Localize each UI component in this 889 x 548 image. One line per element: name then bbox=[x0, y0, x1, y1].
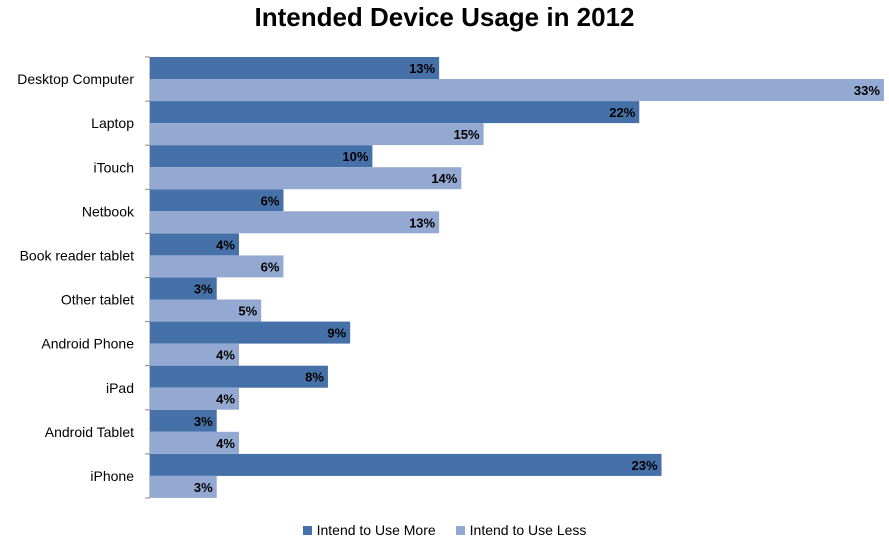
data-label: 3% bbox=[194, 282, 213, 297]
data-label: 4% bbox=[216, 237, 235, 252]
legend-label: Intend to Use More bbox=[316, 522, 436, 538]
bar bbox=[150, 145, 373, 168]
data-label: 6% bbox=[261, 259, 280, 274]
bar bbox=[150, 255, 284, 278]
data-label: 9% bbox=[327, 326, 346, 341]
data-label: 3% bbox=[194, 414, 213, 429]
bar bbox=[150, 475, 217, 498]
data-label: 10% bbox=[342, 149, 368, 164]
bar bbox=[150, 101, 640, 124]
bar bbox=[150, 453, 662, 476]
category-label: iPhone bbox=[90, 468, 134, 484]
data-label: 4% bbox=[216, 348, 235, 363]
data-label: 6% bbox=[261, 193, 280, 208]
data-label: 8% bbox=[305, 370, 324, 385]
legend-item: Intend to Use More bbox=[302, 522, 436, 538]
category-label: Other tablet bbox=[61, 292, 134, 308]
bar bbox=[150, 343, 239, 366]
category-label: iTouch bbox=[94, 159, 134, 175]
bar bbox=[150, 409, 217, 432]
bar bbox=[150, 277, 217, 300]
category-label: Laptop bbox=[91, 115, 134, 131]
category-label: Android Phone bbox=[41, 336, 134, 352]
bar bbox=[150, 189, 284, 212]
category-label: iPad bbox=[106, 380, 134, 396]
data-label: 23% bbox=[631, 458, 657, 473]
bar bbox=[150, 167, 462, 190]
category-label: Book reader tablet bbox=[20, 247, 135, 263]
category-label: Netbook bbox=[82, 203, 135, 219]
chart-title: Intended Device Usage in 2012 bbox=[254, 2, 635, 32]
data-label: 22% bbox=[609, 105, 635, 120]
bar bbox=[150, 57, 440, 79]
legend: Intend to Use More Intend to Use Less bbox=[0, 522, 889, 538]
category-label: Android Tablet bbox=[45, 424, 134, 440]
bar bbox=[150, 299, 262, 322]
legend-label: Intend to Use Less bbox=[469, 522, 587, 538]
bar bbox=[150, 123, 484, 146]
data-label: 5% bbox=[238, 304, 257, 319]
legend-swatch bbox=[455, 525, 465, 535]
data-label: 13% bbox=[409, 215, 435, 230]
data-label: 4% bbox=[216, 392, 235, 407]
bar bbox=[150, 211, 440, 234]
bar bbox=[150, 431, 239, 454]
bar bbox=[150, 365, 328, 388]
legend-item: Intend to Use Less bbox=[455, 522, 587, 538]
bar bbox=[150, 79, 884, 101]
category-label: Desktop Computer bbox=[17, 71, 134, 87]
data-label: 15% bbox=[454, 127, 480, 142]
bar bbox=[150, 321, 351, 344]
data-label: 13% bbox=[409, 61, 435, 76]
data-label: 33% bbox=[854, 83, 880, 98]
data-label: 4% bbox=[216, 436, 235, 451]
bar bbox=[150, 387, 239, 410]
legend-swatch bbox=[302, 525, 312, 535]
data-label: 3% bbox=[194, 480, 213, 495]
data-label: 14% bbox=[431, 171, 457, 186]
bar bbox=[150, 233, 239, 256]
